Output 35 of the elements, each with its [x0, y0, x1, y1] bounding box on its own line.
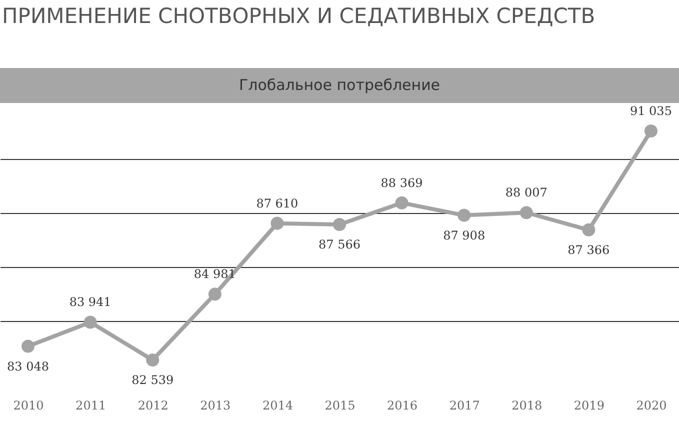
point	[22, 340, 35, 353]
point	[146, 353, 160, 367]
chart-title: ПРИМЕНЕНИЕ СНОТВОРНЫХ И СЕДАТИВНЫХ СРЕДСТВ	[1, 3, 596, 30]
point	[458, 208, 471, 222]
point	[208, 288, 222, 301]
data-label: 87 610	[256, 196, 298, 210]
data-label: 84 981	[194, 267, 236, 282]
data-label: 87 366	[568, 242, 610, 257]
point	[84, 316, 97, 329]
data-label: 87 566	[318, 238, 360, 252]
point	[644, 124, 658, 138]
point	[582, 223, 596, 236]
data-label: 83 048	[7, 359, 50, 374]
data-label: 88 007	[505, 186, 548, 200]
x-tick-label: 2018	[512, 398, 542, 412]
data-label: 87 908	[443, 228, 486, 242]
data-label: 82 539	[132, 373, 174, 387]
data-label: 91 035	[630, 104, 672, 118]
data-label: 88 369	[380, 176, 423, 190]
x-tick-label: 2020	[636, 398, 667, 412]
x-tick-label: 2014	[262, 398, 294, 412]
x-tick-label: 2016	[387, 398, 418, 412]
x-tick-label: 2011	[76, 398, 106, 412]
x-tick-label: 2010	[13, 398, 44, 412]
point	[520, 206, 533, 220]
chart-subtitle: Глобальное потребление	[0, 68, 679, 103]
point	[332, 218, 346, 232]
data-label: 83 941	[69, 295, 112, 310]
x-tick-label: 2015	[324, 398, 356, 412]
x-tick-label: 2012	[138, 398, 168, 412]
x-tick-label: 2017	[449, 398, 480, 412]
x-tick-label: 2013	[200, 398, 231, 412]
point	[395, 196, 408, 210]
x-tick-label: 2019	[574, 398, 604, 412]
point	[270, 216, 284, 230]
